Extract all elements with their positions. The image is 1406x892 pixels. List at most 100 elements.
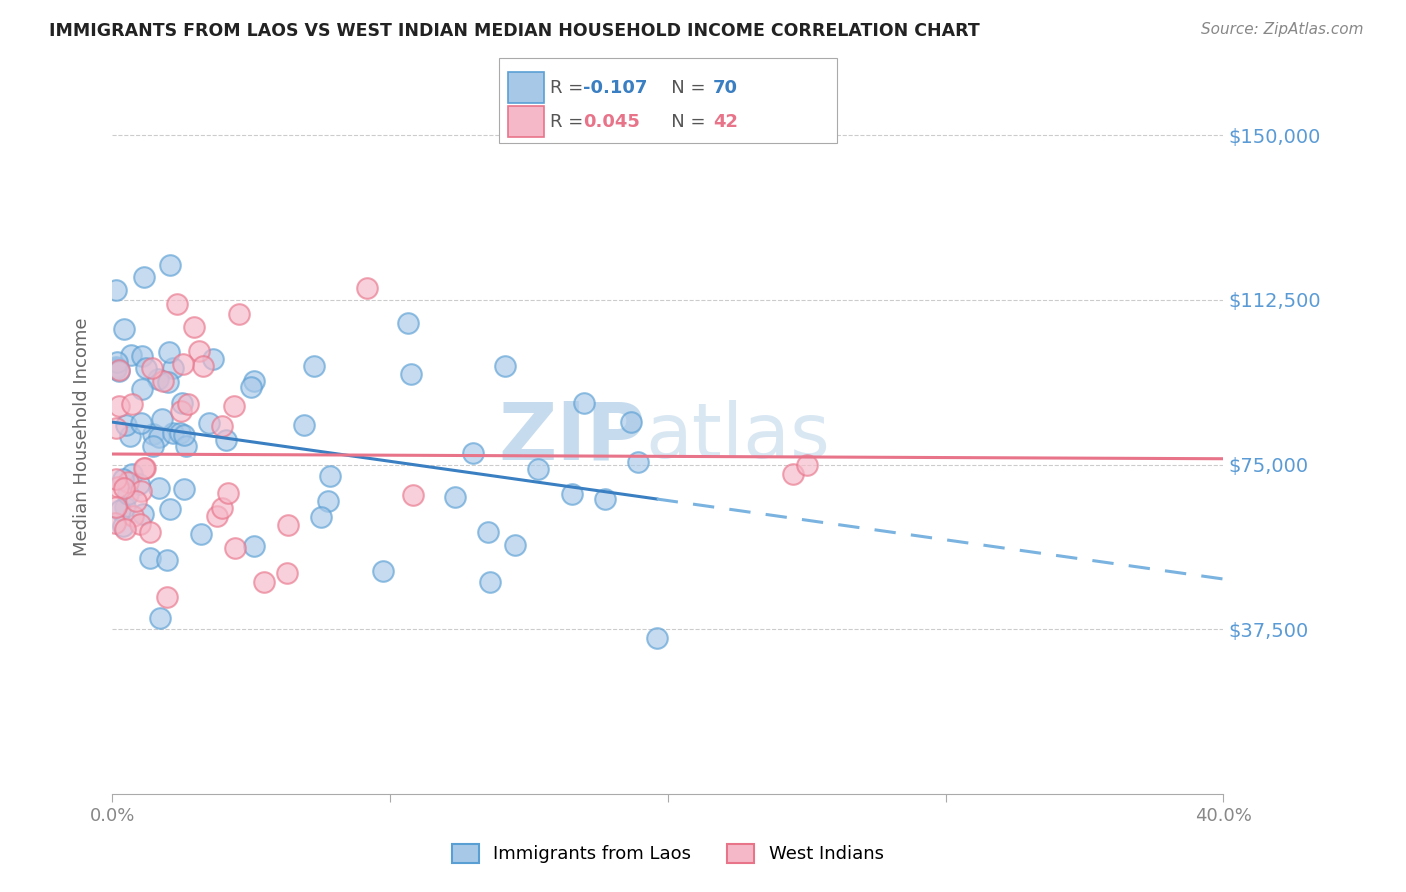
- Point: [243, 539, 266, 553]
- Point: [121, 467, 143, 482]
- Point: [128, 477, 150, 491]
- Point: [149, 611, 172, 625]
- Point: [117, 486, 139, 500]
- Point: [156, 375, 179, 389]
- Point: [309, 510, 332, 524]
- Point: [148, 430, 170, 444]
- Point: [108, 502, 131, 516]
- Point: [112, 481, 135, 495]
- Point: [107, 355, 129, 369]
- Point: [108, 364, 131, 378]
- Point: [620, 415, 643, 429]
- Point: [574, 396, 596, 410]
- Point: [201, 351, 224, 366]
- Point: [117, 475, 139, 490]
- Point: [224, 400, 246, 414]
- Point: [211, 501, 233, 516]
- Point: [142, 439, 165, 453]
- Point: [114, 500, 136, 514]
- Point: [125, 494, 148, 508]
- Point: [159, 258, 181, 272]
- Point: [141, 361, 163, 376]
- Text: IMMIGRANTS FROM LAOS VS WEST INDIAN MEDIAN HOUSEHOLD INCOME CORRELATION CHART: IMMIGRANTS FROM LAOS VS WEST INDIAN MEDI…: [49, 22, 980, 40]
- Point: [371, 564, 394, 578]
- Text: R =: R =: [550, 112, 589, 130]
- Point: [118, 429, 141, 443]
- Legend: Immigrants from Laos, West Indians: Immigrants from Laos, West Indians: [451, 844, 884, 863]
- Point: [239, 380, 262, 394]
- Point: [211, 418, 233, 433]
- Text: atlas: atlas: [645, 401, 831, 474]
- Point: [292, 418, 315, 433]
- Point: [112, 518, 135, 533]
- Point: [157, 344, 180, 359]
- Point: [526, 462, 548, 476]
- Point: [399, 368, 422, 382]
- Point: [205, 508, 228, 523]
- Point: [122, 509, 145, 524]
- Point: [108, 400, 131, 414]
- Point: [318, 469, 340, 483]
- Point: [135, 361, 157, 376]
- Point: [156, 553, 179, 567]
- Point: [188, 343, 211, 358]
- Point: [190, 527, 212, 541]
- Point: [302, 359, 325, 373]
- Point: [107, 480, 129, 494]
- Text: R =: R =: [550, 78, 589, 96]
- Point: [505, 538, 527, 552]
- Point: [148, 481, 170, 495]
- Point: [132, 460, 155, 475]
- Point: [215, 433, 238, 447]
- Point: [318, 494, 340, 508]
- Point: [131, 349, 153, 363]
- Point: [796, 458, 818, 473]
- Point: [173, 428, 195, 442]
- Point: [444, 490, 467, 504]
- Point: [166, 297, 188, 311]
- Point: [356, 281, 378, 295]
- Point: [108, 362, 131, 376]
- Y-axis label: Median Household Income: Median Household Income: [73, 318, 91, 557]
- Point: [152, 374, 174, 388]
- Text: N =: N =: [654, 78, 711, 96]
- Point: [146, 372, 169, 386]
- Point: [105, 283, 128, 297]
- Point: [170, 404, 193, 418]
- Point: [114, 418, 136, 433]
- Point: [129, 483, 152, 498]
- Point: [134, 461, 156, 475]
- Point: [191, 359, 214, 374]
- Text: N =: N =: [654, 112, 711, 130]
- Point: [112, 472, 135, 486]
- Point: [217, 485, 239, 500]
- Text: 42: 42: [713, 112, 738, 130]
- Point: [159, 502, 181, 516]
- Point: [129, 416, 152, 430]
- Point: [150, 411, 173, 425]
- Point: [224, 541, 246, 555]
- Point: [593, 491, 616, 506]
- Point: [131, 382, 153, 396]
- Point: [162, 425, 184, 440]
- Point: [398, 316, 420, 330]
- Text: 70: 70: [713, 78, 738, 96]
- Point: [134, 269, 156, 284]
- Point: [561, 486, 583, 500]
- Point: [156, 590, 179, 604]
- Point: [120, 348, 142, 362]
- Point: [105, 471, 128, 485]
- Point: [494, 359, 516, 373]
- Point: [461, 446, 484, 460]
- Point: [139, 524, 162, 539]
- Point: [477, 525, 499, 540]
- Point: [173, 482, 195, 496]
- Point: [128, 517, 150, 532]
- Point: [169, 425, 191, 440]
- Point: [105, 420, 128, 434]
- Point: [139, 551, 162, 566]
- Point: [479, 575, 502, 590]
- Point: [228, 307, 250, 321]
- Point: [276, 566, 298, 580]
- Point: [627, 454, 650, 468]
